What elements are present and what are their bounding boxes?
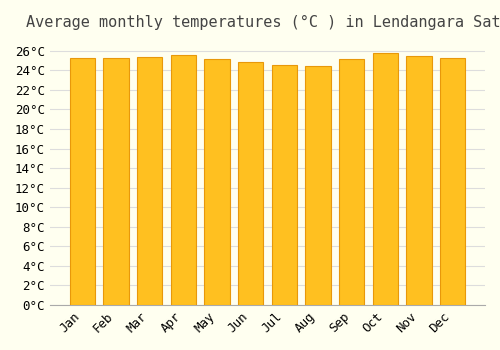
Bar: [306, 66, 330, 305]
Bar: [272, 65, 297, 305]
Bar: [406, 56, 432, 305]
Bar: [440, 57, 465, 305]
Bar: [137, 57, 162, 305]
Bar: [204, 58, 230, 305]
Bar: [170, 55, 196, 305]
Bar: [339, 60, 364, 305]
Title: Average monthly temperatures (°C ) in Lendangara Satu: Average monthly temperatures (°C ) in Le…: [26, 15, 500, 30]
Bar: [70, 57, 95, 305]
Bar: [238, 62, 263, 305]
Bar: [372, 52, 398, 305]
Bar: [104, 57, 128, 305]
